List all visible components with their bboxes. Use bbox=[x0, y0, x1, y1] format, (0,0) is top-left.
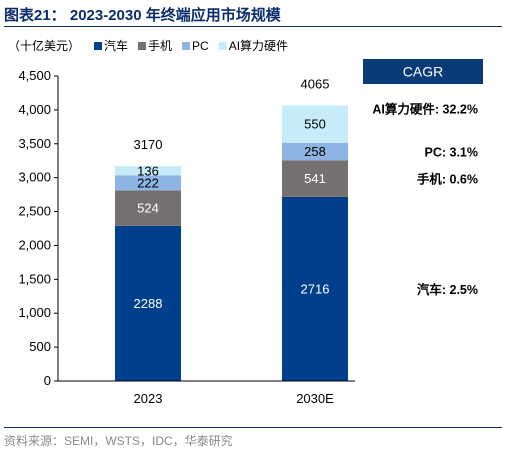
bar-ai-hardware-2023 bbox=[115, 166, 181, 176]
y-tick-label-3000: 3,000 bbox=[18, 170, 51, 185]
bar-pc-2023 bbox=[115, 175, 181, 191]
data-label-ai-hardware-2023: 136 bbox=[137, 163, 159, 178]
bar-phone-2023 bbox=[115, 190, 181, 226]
y-tick-label-4000: 4,000 bbox=[18, 102, 51, 117]
y-tick-label-2000: 2,000 bbox=[18, 237, 51, 252]
y-tick-label-2500: 2,500 bbox=[18, 204, 51, 219]
cagr-auto: 汽车: 2.5% bbox=[417, 282, 478, 297]
y-tick-label-1000: 1,000 bbox=[18, 305, 51, 320]
data-label-phone-2030e: 541 bbox=[304, 171, 326, 186]
cagr-pc: PC: 3.1% bbox=[425, 146, 479, 160]
data-label-phone-2023: 524 bbox=[137, 201, 159, 216]
data-label-pc-2023: 222 bbox=[137, 175, 159, 190]
legend-swatch-pc bbox=[182, 42, 191, 50]
x-axis: 2023 2030E bbox=[58, 380, 355, 406]
x-tick-label-2023: 2023 bbox=[134, 391, 163, 406]
data-label-auto-2030e: 2716 bbox=[301, 281, 330, 296]
legend-label-pc: PC bbox=[192, 39, 209, 53]
data-label-ai-hardware-2030e: 550 bbox=[304, 117, 326, 132]
legend-label-auto: 汽车 bbox=[104, 38, 128, 53]
data-label-auto-2023: 2288 bbox=[134, 296, 163, 311]
legend-swatch-ai-hardware bbox=[218, 42, 227, 50]
legend-label-phone: 手机 bbox=[148, 39, 172, 53]
cagr-ai-hardware: AI算力硬件: 32.2% bbox=[372, 101, 478, 116]
y-axis: 0 500 1,000 1,500 2,000 2,500 3,000 3,500 4,000 4… bbox=[18, 68, 59, 388]
total-label-2023: 3170 bbox=[134, 137, 163, 152]
data-label-pc-2030e: 258 bbox=[304, 144, 326, 159]
legend-label-ai-hardware: AI算力硬件 bbox=[229, 38, 288, 53]
y-tick-label-500: 500 bbox=[29, 339, 51, 354]
legend-swatch-auto bbox=[94, 42, 102, 50]
x-tick-label-2030e: 2030E bbox=[296, 391, 334, 406]
source-divider bbox=[4, 427, 502, 428]
cagr-panel: CAGR AI算力硬件: 32.2% PC: 3.1% 手机: 0.6% 汽车: 2.5… bbox=[363, 59, 483, 297]
bar-phone-2030e bbox=[282, 160, 348, 197]
y-tick-label-4500: 4,500 bbox=[18, 68, 51, 83]
figure-title: 图表21： 2023-2030 年终端应用市场规模 bbox=[4, 7, 281, 24]
bar-auto-2023 bbox=[115, 225, 181, 381]
bar-auto-2030e bbox=[282, 196, 348, 381]
bar-ai-hardware-2030e bbox=[282, 105, 348, 143]
bar-pc-2030e bbox=[282, 142, 348, 161]
unit-label: （十亿美元） bbox=[8, 38, 80, 53]
cagr-header-box bbox=[363, 59, 483, 84]
cagr-header-label: CAGR bbox=[403, 64, 443, 80]
y-tick-label-1500: 1,500 bbox=[18, 271, 51, 286]
title-divider bbox=[4, 26, 502, 27]
cagr-phone: 手机: 0.6% bbox=[417, 172, 478, 187]
y-tick-label-3500: 3,500 bbox=[18, 136, 51, 151]
y-tick-label-0: 0 bbox=[44, 373, 51, 388]
source-note: 资料来源：SEMI，WSTS，IDC，华泰研究 bbox=[4, 434, 233, 448]
chart-legend: （十亿美元） 汽车 手机 PC AI算力硬件 bbox=[8, 38, 288, 53]
total-label-2030e: 4065 bbox=[301, 76, 330, 91]
legend-swatch-phone bbox=[138, 42, 147, 50]
stacked-bar-chart: （十亿美元） 汽车 手机 PC AI算力硬件 0 500 1,000 1,500 2,000 2,… bbox=[8, 38, 483, 406]
